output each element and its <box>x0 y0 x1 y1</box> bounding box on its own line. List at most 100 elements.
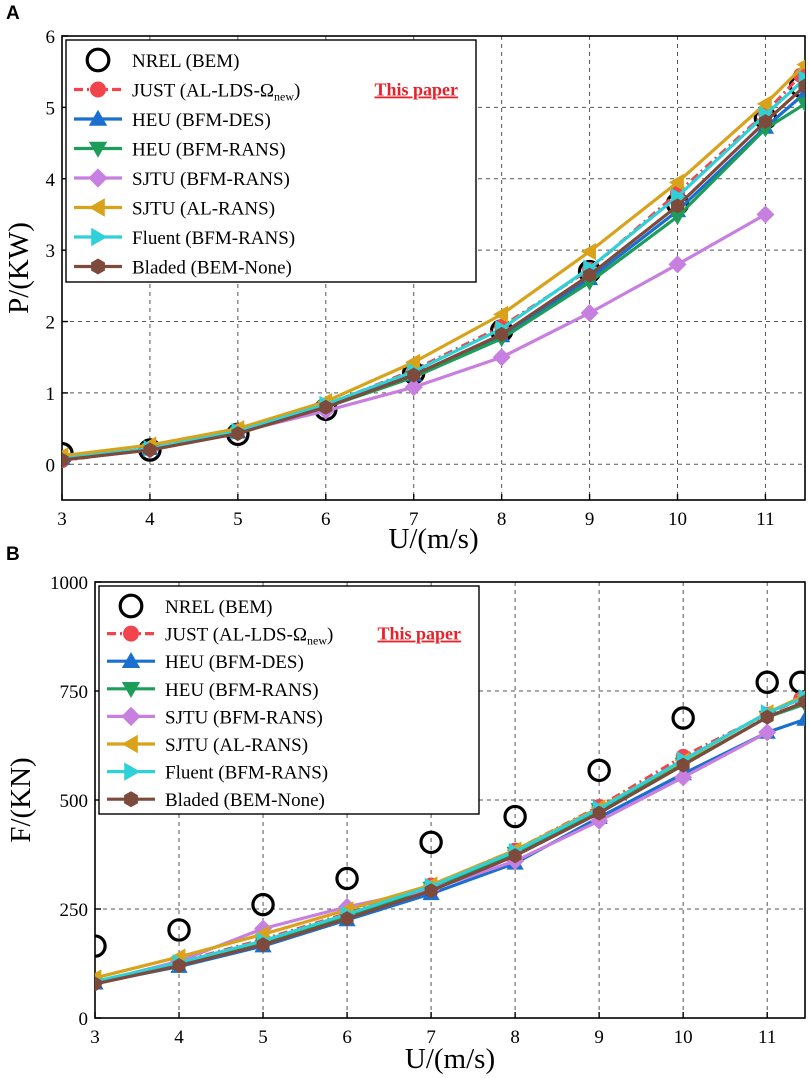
data-point <box>668 210 687 226</box>
legend-label: SJTU (BFM-RANS) <box>132 169 290 190</box>
legend-marker <box>85 47 111 73</box>
series-line <box>62 63 805 458</box>
x-axis-label: U/(m/s) <box>388 523 478 555</box>
legend-marker <box>91 258 105 275</box>
legend-marker <box>123 625 139 642</box>
legend-label: SJTU (AL-RANS) <box>165 735 308 756</box>
y-tick-label: 1 <box>46 384 56 405</box>
x-tick-label: 3 <box>57 509 67 530</box>
plot-area <box>95 670 805 992</box>
legend-marker <box>118 593 144 619</box>
x-axis-label: U/(m/s) <box>405 1043 495 1075</box>
x-tick-label: 10 <box>674 1027 693 1048</box>
data-point <box>756 95 772 113</box>
x-tick-label: 9 <box>585 509 595 530</box>
legend-marker <box>88 109 108 126</box>
legend-marker <box>90 81 106 98</box>
y-tick-label: 750 <box>60 682 89 703</box>
panel-b-letter: B <box>6 544 20 565</box>
legend-item: HEU (BFM-RANS) <box>74 140 286 161</box>
legend-box <box>98 585 480 815</box>
series-line <box>62 77 805 461</box>
y-tick-label: 250 <box>60 900 89 921</box>
chart-power: 3 4 5 6 7 8 9 10 11 0 1 2 3 4 5 6 U/(m/s) P/(KW) NREL (BEM… <box>3 27 806 555</box>
legend-label: Bladed (BEM-None) <box>165 790 325 811</box>
legend-item: SJTU (BFM-RANS) <box>107 706 323 728</box>
legend-item: NREL (BEM) <box>118 593 272 619</box>
x-tick-label: 6 <box>321 509 331 530</box>
data-point <box>671 198 684 214</box>
data-point <box>755 670 779 695</box>
data-point <box>671 706 695 730</box>
y-tick-label: 0 <box>46 455 56 476</box>
x-tick-label: 8 <box>510 1027 520 1048</box>
y-axis-label: F/(KN) <box>5 757 37 842</box>
legend-marker <box>121 734 138 754</box>
data-point <box>62 452 69 468</box>
data-point <box>789 670 805 695</box>
panel-a-letter: A <box>6 3 20 24</box>
legend-marker <box>124 762 141 781</box>
data-point <box>668 255 687 274</box>
data-point <box>95 934 107 958</box>
legend-marker <box>88 198 105 217</box>
legend-label: SJTU (BFM-RANS) <box>165 707 323 728</box>
legend-label: HEU (BFM-RANS) <box>165 680 319 701</box>
x-tick-label: 6 <box>342 1027 352 1048</box>
y-tick-label: 5 <box>46 98 56 119</box>
legend-box <box>65 39 477 283</box>
legend-marker <box>121 652 141 668</box>
data-point <box>758 723 777 742</box>
x-tick-label: 5 <box>233 509 243 530</box>
y-tick-label: 500 <box>60 791 89 812</box>
data-point <box>796 710 805 726</box>
data-point <box>796 59 805 70</box>
data-point <box>580 303 599 322</box>
data-point <box>251 892 275 917</box>
data-point <box>404 378 423 397</box>
x-tick-label: 11 <box>756 509 774 530</box>
this-paper-annotation: This paper <box>374 80 458 100</box>
data-point <box>172 958 186 974</box>
series-line <box>62 84 805 462</box>
x-tick-label: 11 <box>758 1027 776 1048</box>
legend-item: NREL (BEM) <box>85 47 239 73</box>
chart-thrust: 3 4 5 6 7 8 9 10 11 0 250 500 750 1000 U/(m/s) F/(KN) NR… <box>5 573 806 1075</box>
data-point <box>335 866 359 891</box>
y-tick-label: 4 <box>46 170 56 191</box>
legend-label: Bladed (BEM-None) <box>132 258 292 279</box>
data-point <box>95 976 102 992</box>
data-point <box>668 173 684 191</box>
x-tick-label: 9 <box>594 1027 604 1048</box>
legend-marker <box>121 706 141 726</box>
x-tick-label: 8 <box>497 509 507 530</box>
legend-label: Fluent (BFM-RANS) <box>165 763 328 784</box>
series-7 <box>95 694 805 992</box>
legend: NREL (BEM) JUST (AL-LDS-Ωnew) This paper HE… <box>65 39 477 283</box>
y-tick-label: 6 <box>46 27 56 48</box>
legend-label: NREL (BEM) <box>132 51 239 72</box>
legend-item: SJTU (AL-RANS) <box>74 198 275 220</box>
x-tick-label: 3 <box>90 1027 100 1048</box>
data-point <box>583 267 597 283</box>
data-point <box>405 353 421 371</box>
x-tick-label: 7 <box>409 509 419 530</box>
legend-label: HEU (BFM-DES) <box>165 652 304 673</box>
data-point <box>508 848 522 864</box>
data-point <box>319 399 333 415</box>
data-point <box>167 918 191 942</box>
legend-item: Fluent (BFM-RANS) <box>74 227 295 249</box>
legend-marker <box>121 682 141 698</box>
legend: NREL (BEM) JUST (AL-LDS-Ωnew) This paper HE… <box>98 585 480 815</box>
data-point <box>424 883 438 899</box>
this-paper-annotation: This paper <box>377 624 461 644</box>
legend-item: HEU (BFM-DES) <box>107 652 304 673</box>
x-tick-label: 10 <box>668 509 687 530</box>
plot-frame <box>61 35 806 501</box>
y-axis-label: P/(KW) <box>3 222 35 314</box>
data-point <box>587 758 611 783</box>
legend-label: Fluent (BFM-RANS) <box>132 228 295 249</box>
data-point <box>758 114 772 130</box>
data-point <box>798 694 805 710</box>
